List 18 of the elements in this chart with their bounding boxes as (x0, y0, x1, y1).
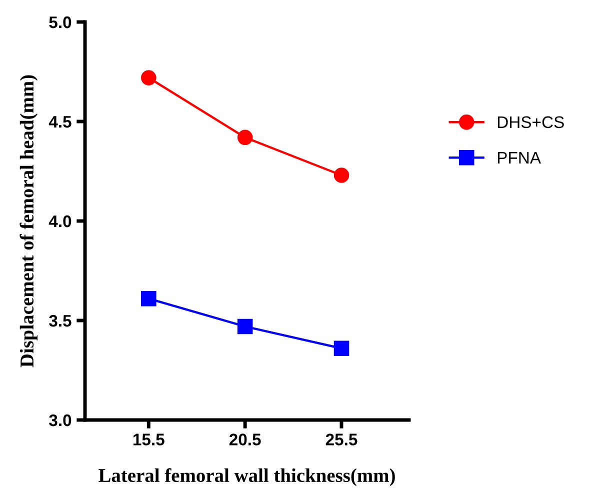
x-axis-title: Lateral femoral wall thickness(mm) (98, 468, 395, 486)
point (141, 290, 156, 306)
point (334, 340, 350, 356)
y-axis-title: Displacement of femoral head(mm) (20, 75, 38, 368)
y-tick-label: 4.0 (48, 215, 72, 228)
y-tick-label: 3.5 (49, 314, 72, 327)
legend-label: DHS+CS (498, 116, 564, 128)
legend-label: PFNA (498, 152, 542, 164)
point (141, 70, 156, 86)
point (237, 130, 253, 146)
x-tick-label: 15.5 (133, 434, 164, 446)
x-tick-label: 20.5 (229, 434, 261, 446)
y-tick-label: 4.5 (48, 116, 72, 128)
y-tick-label: 5.0 (49, 16, 72, 28)
point (334, 168, 350, 183)
x-tick-label: 25.5 (326, 434, 358, 446)
y-tick-label: 3.0 (49, 414, 72, 426)
point (237, 318, 253, 334)
